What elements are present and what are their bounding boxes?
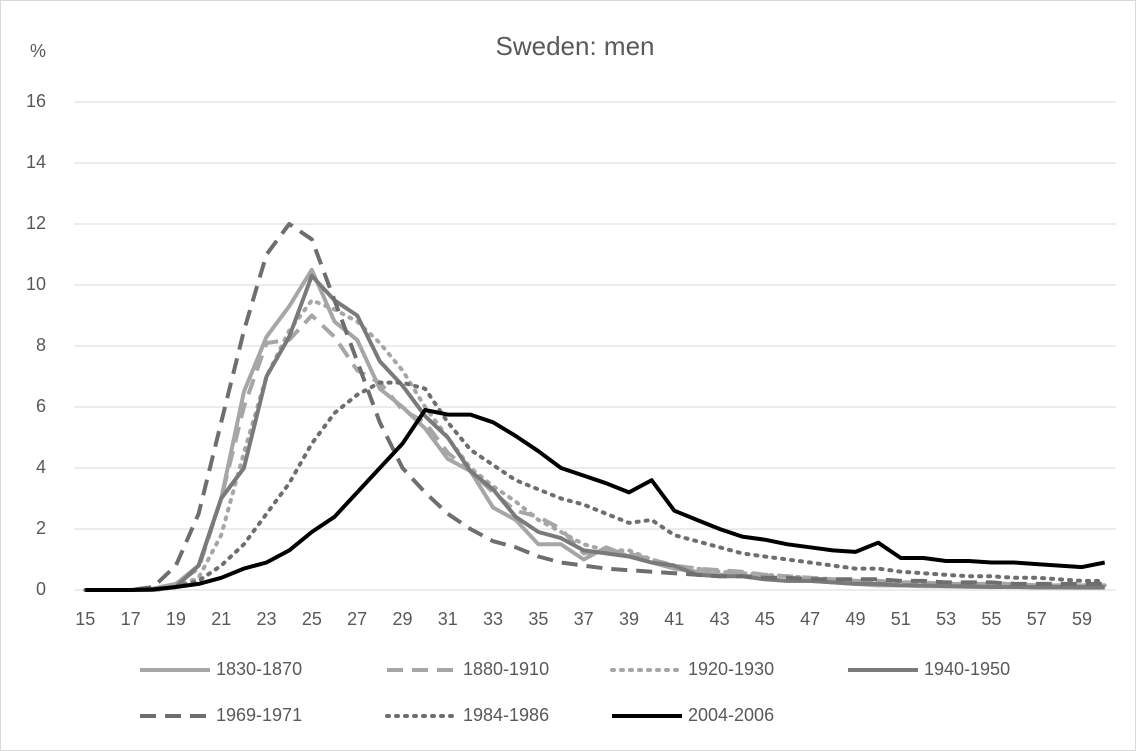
- x-tick-label: 23: [257, 609, 277, 629]
- y-tick-label: 8: [36, 335, 46, 355]
- legend-label: 1984-1986: [463, 705, 549, 725]
- y-tick-label: 10: [26, 274, 46, 294]
- x-tick-label: 21: [211, 609, 231, 629]
- y-tick-label: 14: [26, 152, 46, 172]
- y-tick-label: 2: [36, 518, 46, 538]
- x-tick-label: 25: [302, 609, 322, 629]
- x-tick-label: 59: [1072, 609, 1092, 629]
- x-tick-label: 15: [75, 609, 95, 629]
- x-tick-label: 47: [800, 609, 820, 629]
- y-tick-label: 4: [36, 457, 46, 477]
- x-tick-label: 31: [438, 609, 458, 629]
- legend-label: 1940-1950: [924, 659, 1010, 679]
- series-line: [85, 222, 1105, 592]
- x-tick-label: 57: [1027, 609, 1047, 629]
- x-tick-label: 27: [347, 609, 367, 629]
- x-tick-label: 19: [166, 609, 186, 629]
- y-tick-label: 12: [26, 213, 46, 233]
- x-tick-label: 37: [574, 609, 594, 629]
- x-tick-label: 43: [710, 609, 730, 629]
- legend-label: 2004-2006: [688, 705, 774, 725]
- series-line: [85, 408, 1106, 592]
- x-tick-label: 33: [483, 609, 503, 629]
- chart-title: Sweden: men: [496, 31, 655, 61]
- x-tick-label: 41: [664, 609, 684, 629]
- x-tick-label: 45: [755, 609, 775, 629]
- x-tick-label: 39: [619, 609, 639, 629]
- series-line: [83, 380, 1107, 592]
- series-line: [85, 273, 1105, 592]
- x-tick-label: 55: [981, 609, 1001, 629]
- y-tick-label: 6: [36, 396, 46, 416]
- legend-label: 1880-1910: [463, 659, 549, 679]
- legend-label: 1920-1930: [688, 659, 774, 679]
- y-tick-label: 16: [26, 91, 46, 111]
- x-tick-label: 53: [936, 609, 956, 629]
- x-tick-label: 51: [891, 609, 911, 629]
- legend-label: 1969-1971: [216, 705, 302, 725]
- legend-label: 1830-1870: [216, 659, 302, 679]
- x-tick-label: 35: [528, 609, 548, 629]
- y-tick-label: 0: [36, 579, 46, 599]
- x-tick-label: 49: [845, 609, 865, 629]
- x-tick-label: 29: [392, 609, 412, 629]
- y-axis-label: %: [30, 41, 46, 61]
- x-tick-label: 17: [121, 609, 141, 629]
